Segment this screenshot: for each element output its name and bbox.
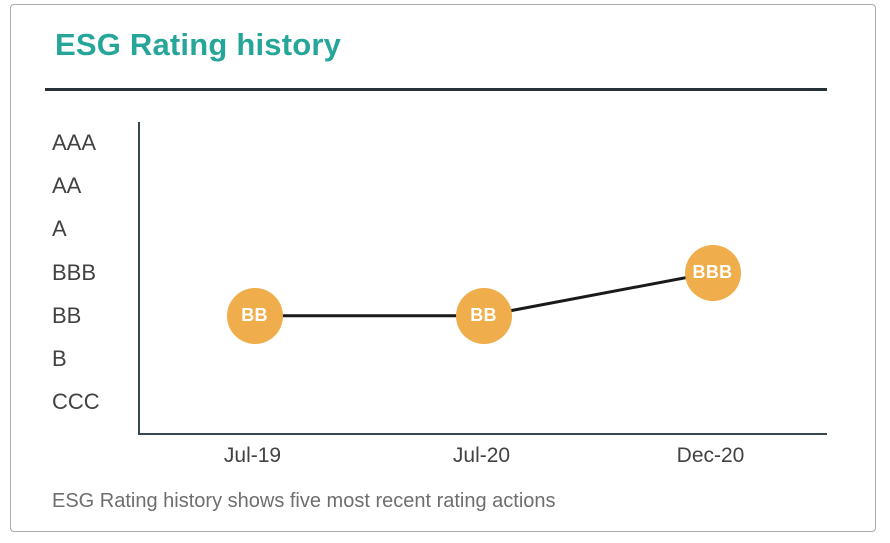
x-axis-label: Dec-20 (676, 444, 745, 467)
esg-rating-card: ESG Rating history AAA AA A BBB BB B CCC BB BB B… (10, 4, 876, 532)
y-axis-label: A (52, 216, 67, 242)
rating-point: BB (455, 287, 512, 344)
chart-title: ESG Rating history (55, 27, 342, 62)
rating-point: BB (226, 287, 283, 344)
y-axis: AAA AA A BBB BB B CCC (52, 122, 136, 433)
chart-caption: ESG Rating history shows five most recen… (52, 490, 556, 512)
x-axis: Jul-19 Jul-20 Dec-20 (138, 443, 825, 471)
y-axis-label: BB (52, 302, 82, 328)
y-axis-label: BBB (52, 259, 97, 285)
title-divider (45, 88, 827, 91)
plot-area: BB BB BBB (138, 122, 827, 435)
y-axis-label: B (52, 346, 67, 371)
rating-point: BBB (684, 244, 741, 301)
y-axis-label: CCC (52, 389, 100, 415)
x-axis-label: Jul-19 (223, 444, 282, 467)
y-axis-label: AAA (52, 130, 97, 155)
x-axis-label: Jul-20 (452, 444, 511, 467)
y-axis-label: AA (52, 173, 82, 199)
